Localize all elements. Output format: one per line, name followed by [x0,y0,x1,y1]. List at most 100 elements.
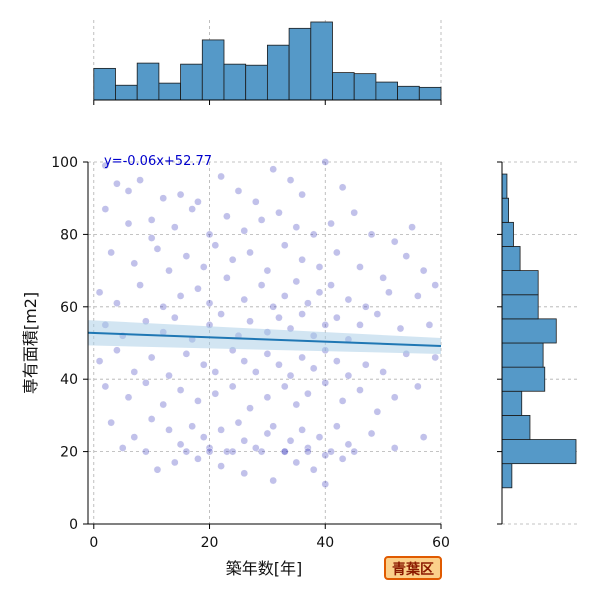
x-hist-bar [180,63,203,101]
scatter-point [194,454,202,463]
scatter-point [304,389,312,398]
scatter-point [240,295,249,304]
scatter-point [373,310,382,318]
scatter-point [396,324,405,333]
scatter-point [269,165,278,174]
scatter-point [211,389,220,398]
scatter-point [240,226,249,235]
x-marginal-histogram [93,20,442,105]
scatter-point [124,187,133,195]
scatter-point [361,360,370,369]
scatter-point [188,205,197,213]
scatter-point [217,310,225,318]
scatter-point [350,208,359,217]
x-hist-bar [93,67,116,101]
scatter-point [217,172,225,181]
scatter-point [228,255,237,264]
scatter-point [194,284,202,293]
scatter-point [101,205,110,213]
scatter-point [159,194,168,203]
scatter-point [315,263,324,271]
scatter-point [159,400,168,409]
scatter-point [124,393,133,402]
scatter-point [165,426,173,434]
x-hist-bar [353,73,377,101]
y-axis-label: 専有面積[m2] [21,292,40,394]
x-hist-bar [288,27,312,101]
scatter-point [356,263,364,271]
scatter-point [419,433,428,441]
scatter-point [205,230,214,239]
scatter-point [101,161,110,170]
y-hist-bar [501,390,523,416]
scatter-point [107,418,115,427]
y-hist-bar [501,439,577,465]
scatter-point [321,158,330,166]
x-hist-bar [158,82,181,101]
scatter-point [298,190,306,199]
scatter-point [292,223,301,232]
scatter-point [309,465,318,474]
scatter-point [136,176,144,184]
scatter-point [217,426,225,434]
scatter-point [142,447,150,456]
scatter-point [228,382,237,391]
scatter-point [315,288,324,297]
x-hist-bar [115,84,138,101]
scatter-point [130,433,139,441]
scatter-point [390,237,399,246]
scatter-point [107,248,115,257]
scatter-point [205,299,214,308]
scatter-point [275,313,283,322]
y-hist-bar [501,342,544,368]
scatter-point [269,422,278,431]
x-hist-bar [310,21,333,101]
x-hist-bar [245,64,268,101]
scatter-point [419,266,428,275]
scatter-point [309,230,318,239]
scatter-point [217,462,225,470]
scatter-point [350,447,359,456]
scatter-point [327,219,335,228]
scatter-point [176,440,185,449]
scatter-point [390,444,399,452]
scatter-point [275,208,283,217]
scatter-point [332,357,341,365]
scatter-point [165,371,173,380]
scatter-point [124,219,133,228]
y-tick-label: 80 [60,227,78,243]
scatter-point [379,273,387,282]
regression-equation: y=-0.06x+52.77 [104,154,212,169]
scatter-point [344,371,353,380]
scatter-point [298,310,306,318]
scatter-point [298,255,306,264]
y-marginal-histogram [497,161,580,525]
scatter-point [153,245,162,253]
scatter-point [280,447,289,456]
scatter-point [251,444,260,452]
scatter-point [280,241,289,250]
scatter-point [228,447,237,456]
scatter-point [199,263,208,271]
scatter-point [292,400,301,409]
scatter-point [240,469,249,478]
scatter-point [263,429,272,438]
scatter-point [113,346,121,355]
scatter-point [176,292,185,300]
scatter-point [332,248,341,257]
x-axis-label: 築年数[年] [226,559,303,578]
scatter-point [211,241,220,250]
scatter-point [211,368,220,376]
y-tick-label: 60 [60,300,78,316]
scatter-point [147,415,156,423]
scatter-point [95,288,104,297]
scatter-point [182,252,191,260]
scatter-point [263,393,272,402]
scatter-point [165,266,173,275]
scatter-point [298,426,306,434]
y-hist-bar [501,294,539,320]
scatter-point [431,353,440,362]
scatter-point [147,216,156,224]
scatter-point [257,281,266,289]
